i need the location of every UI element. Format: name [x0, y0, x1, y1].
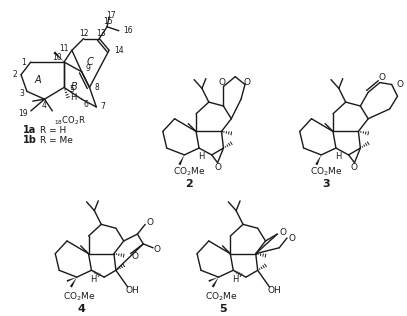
Text: 3: 3	[19, 89, 24, 98]
Polygon shape	[208, 277, 219, 282]
Text: 5: 5	[220, 304, 227, 314]
Text: 16: 16	[123, 26, 132, 35]
Text: H: H	[198, 152, 204, 161]
Text: O: O	[132, 252, 139, 261]
Text: 10: 10	[53, 53, 62, 62]
Text: 9: 9	[85, 64, 90, 73]
Text: 13: 13	[96, 29, 106, 38]
Text: 8: 8	[94, 83, 99, 92]
Text: 7: 7	[100, 102, 105, 112]
Text: H: H	[232, 275, 239, 283]
Polygon shape	[53, 52, 64, 62]
Text: 2: 2	[12, 70, 17, 79]
Text: A: A	[34, 75, 41, 85]
Text: CO$_2$Me: CO$_2$Me	[173, 165, 206, 178]
Text: O: O	[218, 78, 225, 87]
Text: O: O	[147, 218, 153, 227]
Polygon shape	[67, 277, 77, 282]
Text: B: B	[70, 82, 77, 93]
Text: OH: OH	[267, 286, 281, 295]
Text: 1a: 1a	[23, 125, 36, 136]
Text: H: H	[90, 275, 96, 283]
Polygon shape	[212, 277, 219, 288]
Text: 4: 4	[42, 100, 47, 110]
Text: O: O	[289, 234, 295, 242]
Polygon shape	[70, 277, 77, 288]
Text: O: O	[351, 163, 358, 172]
Text: C: C	[86, 57, 93, 67]
Text: H: H	[70, 93, 76, 102]
Text: 12: 12	[79, 29, 88, 38]
Text: 2: 2	[185, 179, 193, 189]
Text: O: O	[280, 228, 287, 237]
Text: O: O	[379, 73, 385, 82]
Text: CO$_2$Me: CO$_2$Me	[310, 165, 342, 178]
Text: 14: 14	[114, 46, 124, 55]
Text: 1: 1	[21, 58, 26, 66]
Text: 6: 6	[83, 100, 88, 109]
Text: H: H	[335, 152, 341, 161]
Text: CO$_2$Me: CO$_2$Me	[205, 290, 238, 303]
Text: O: O	[243, 78, 250, 87]
Polygon shape	[315, 155, 321, 165]
Text: O: O	[214, 163, 221, 172]
Text: CO$_2$Me: CO$_2$Me	[63, 290, 96, 303]
Text: $_{18}$CO$_2$R: $_{18}$CO$_2$R	[54, 115, 86, 127]
Text: 3: 3	[322, 179, 330, 189]
Text: 17: 17	[106, 10, 116, 20]
Text: 15: 15	[103, 17, 113, 27]
Polygon shape	[178, 155, 184, 165]
Text: R = H: R = H	[39, 126, 66, 135]
Text: O: O	[396, 80, 403, 89]
Text: 5: 5	[69, 85, 74, 94]
Text: 19: 19	[18, 109, 28, 118]
Text: 11: 11	[59, 44, 69, 53]
Text: R = Me: R = Me	[39, 136, 72, 145]
Text: OH: OH	[126, 286, 139, 295]
Text: 4: 4	[78, 304, 85, 314]
Text: 1b: 1b	[23, 135, 37, 145]
Text: O: O	[153, 245, 160, 254]
